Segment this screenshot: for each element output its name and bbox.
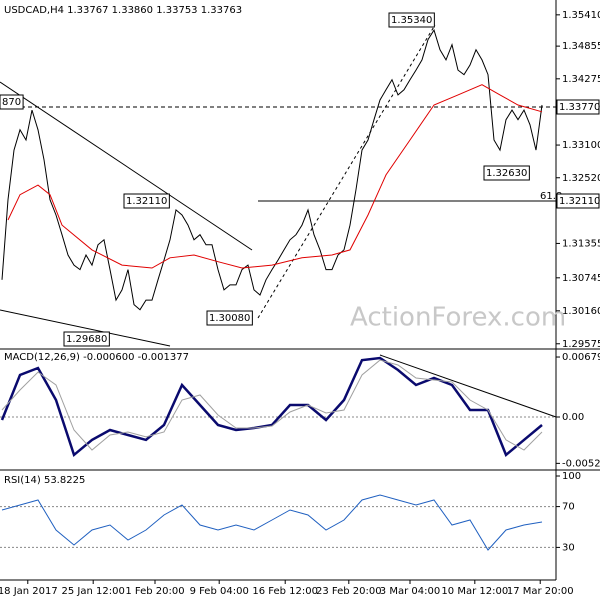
annotation-box — [388, 12, 435, 28]
x-tick-label: 10 Mar 12:00 — [441, 586, 508, 597]
x-tick-label: 23 Feb 20:00 — [316, 586, 382, 597]
series-line — [1, 359, 543, 451]
macd-trendline — [379, 354, 557, 418]
annotation-box — [63, 331, 110, 347]
rsi-title: RSI(14) 53.8225 — [4, 475, 85, 486]
y-tick-label: 100 — [562, 471, 581, 482]
x-tick-label: 9 Feb 04:00 — [190, 586, 249, 597]
x-tick-label: 18 Jan 2017 — [0, 586, 58, 597]
annotation: 1.29680 — [66, 334, 107, 345]
y-tick-label: 0.006794 — [562, 352, 600, 363]
annotation: 1.35340 — [391, 15, 432, 26]
level-box — [556, 99, 600, 115]
annotation: 1.32110 — [126, 196, 167, 207]
annotation-box — [123, 193, 170, 209]
series-line — [0, 356, 543, 458]
annotation: 1.32630 — [486, 168, 527, 179]
x-tick-label: 17 Mar 20:00 — [507, 586, 574, 597]
y-tick-label: 0.00 — [562, 412, 584, 423]
annotation-box — [0, 94, 24, 110]
y-tick-label: 1.34855 — [562, 41, 600, 52]
y-tick-label: 30 — [562, 542, 575, 553]
level-label: 1.32110 — [559, 196, 600, 207]
y-tick-label: 1.35410 — [562, 10, 600, 21]
annotation: 870 — [2, 97, 21, 108]
y-tick-label: 1.32520 — [562, 173, 600, 184]
x-tick-label: 3 Mar 04:00 — [380, 586, 440, 597]
x-tick-label: 16 Feb 12:00 — [252, 586, 318, 597]
series-line — [1, 28, 543, 311]
trendline — [0, 81, 253, 251]
x-tick-label: 1 Feb 20:00 — [125, 586, 184, 597]
y-tick-label: 70 — [562, 502, 575, 513]
y-tick-label: 1.30160 — [562, 306, 600, 317]
series-line — [7, 84, 543, 269]
level-box — [556, 193, 600, 209]
series-line — [1, 494, 543, 551]
y-tick-label: -0.005254 — [562, 458, 600, 469]
y-tick-label: 1.29575 — [562, 339, 600, 350]
annotation: 1.30080 — [209, 313, 250, 324]
chart-title: USDCAD,H4 1.33767 1.33860 1.33753 1.3376… — [4, 5, 242, 16]
annotation: 61.8 — [540, 191, 562, 202]
annotation-box — [206, 310, 253, 326]
y-tick-label: 1.31355 — [562, 238, 600, 249]
macd-title: MACD(12,26,9) -0.000600 -0.001377 — [4, 352, 189, 363]
y-tick-label: 1.34275 — [562, 74, 600, 85]
x-tick-label: 25 Jan 12:00 — [62, 586, 125, 597]
annotation-box — [483, 165, 530, 181]
level-label: 1.33770 — [559, 102, 600, 113]
y-tick-label: 1.30745 — [562, 273, 600, 284]
y-tick-label: 1.33100 — [562, 140, 600, 151]
watermark: ActionForex.com — [350, 303, 566, 333]
trendline — [0, 309, 171, 347]
